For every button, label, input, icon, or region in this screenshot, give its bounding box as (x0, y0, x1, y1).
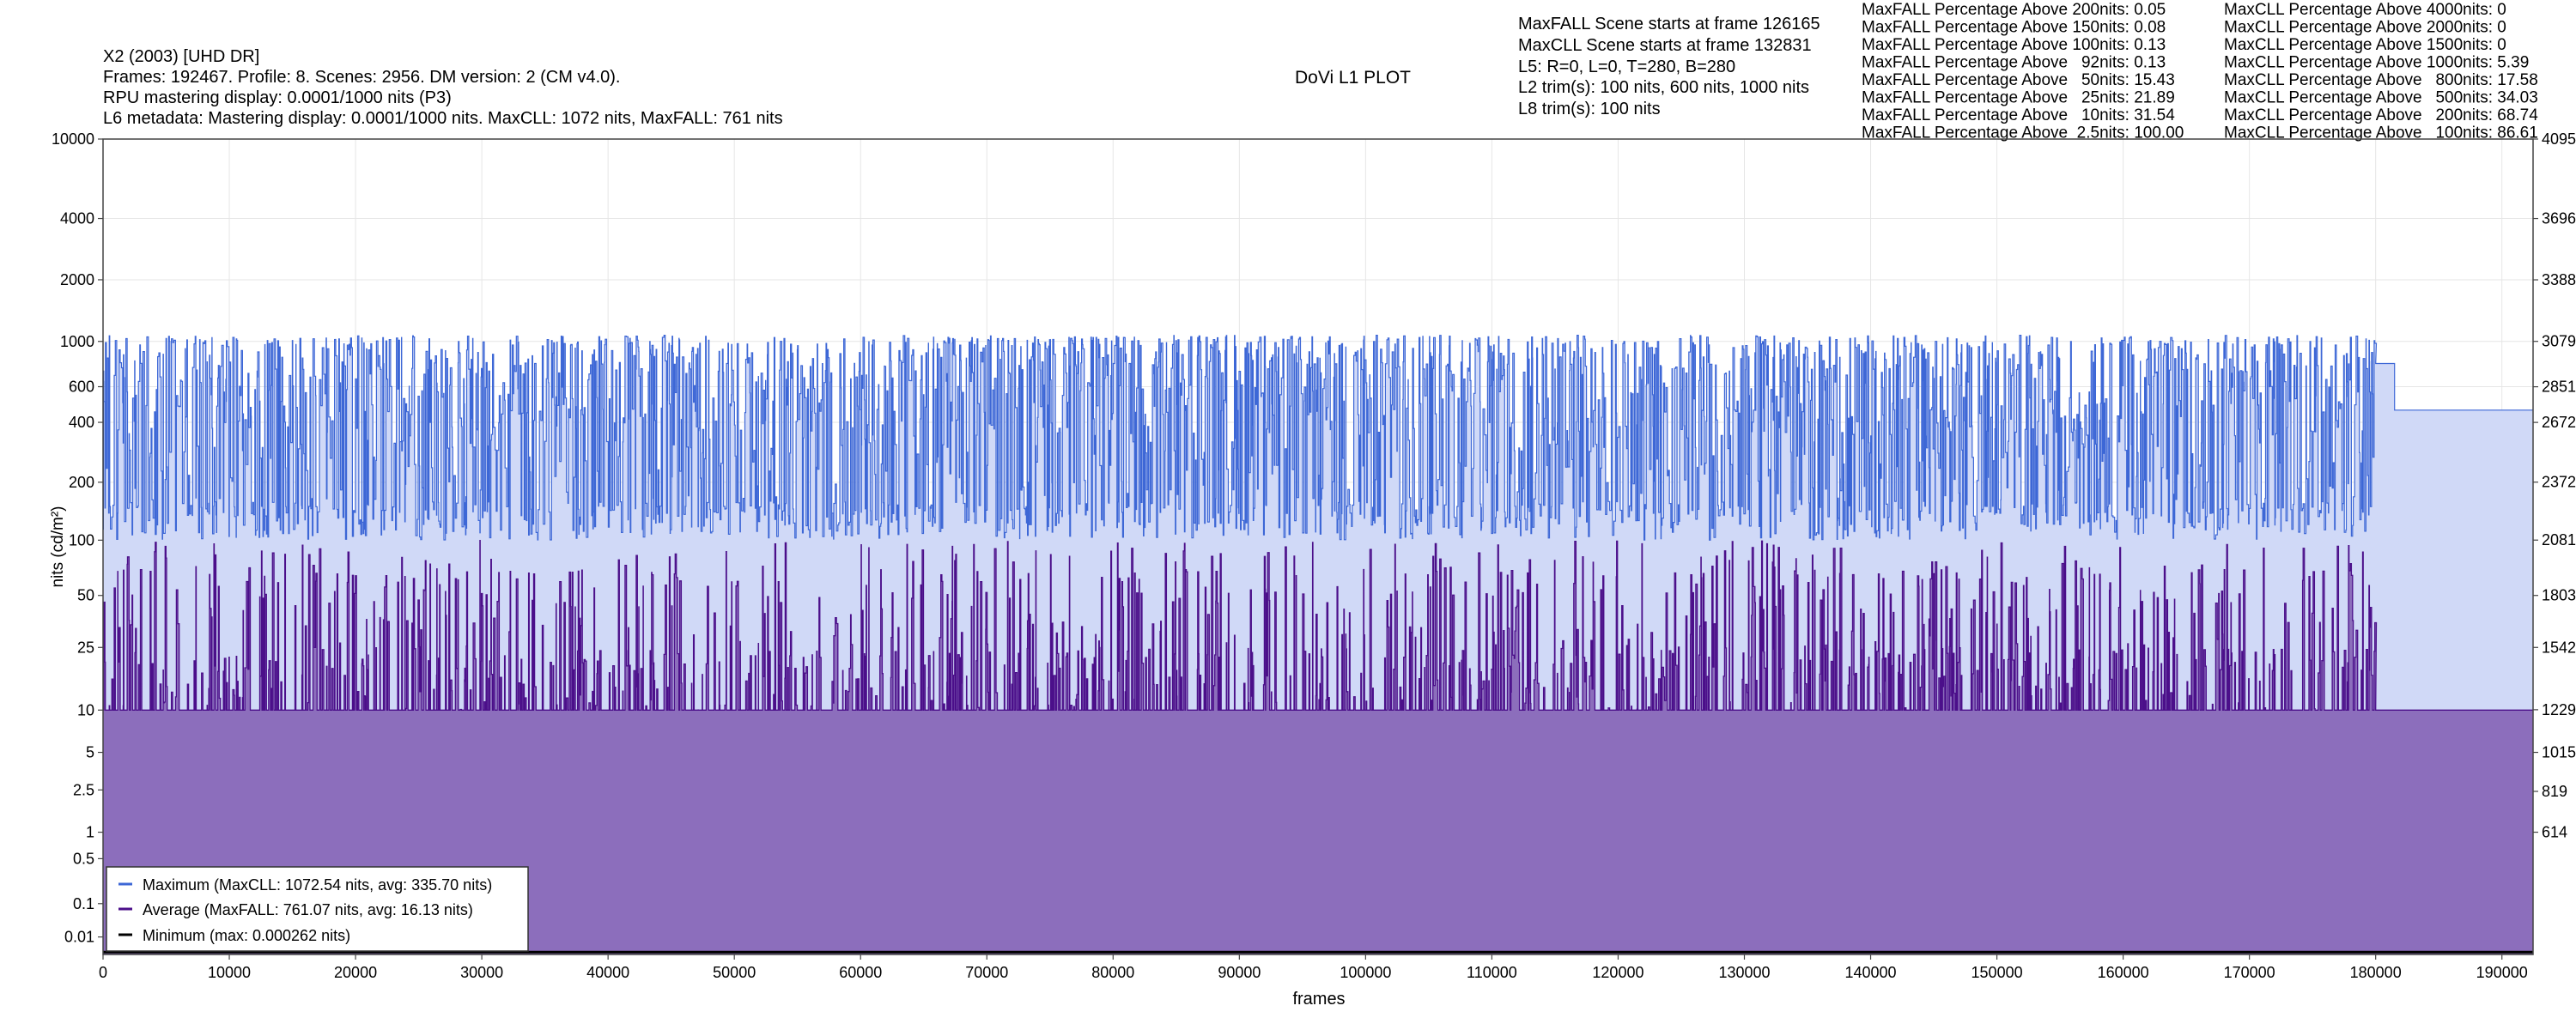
y-right-tick-label: 2851 (2542, 379, 2576, 396)
y-tick-label: 2.5 (73, 781, 94, 798)
y-tick-label: 100 (69, 531, 94, 548)
y-tick-label: 50 (77, 587, 94, 604)
x-tick-label: 110000 (1467, 964, 1517, 981)
y-right-tick-label: 2081 (2542, 531, 2576, 548)
legend: Maximum (MaxCLL: 1072.54 nits, avg: 335.… (106, 866, 529, 952)
x-tick-label: 150000 (1971, 964, 2023, 981)
y-right-tick-label: 2672 (2542, 414, 2576, 431)
maxcll-pct-line: MaxCLL Percentage Above 500nits: 34.03 (2224, 89, 2538, 107)
x-tick-label: 190000 (2476, 964, 2528, 981)
plot-title: DoVi L1 PLOT (1295, 68, 1411, 88)
y-right-tick-label: 819 (2542, 783, 2567, 800)
x-tick-label: 40000 (586, 964, 629, 981)
x-tick-label: 120000 (1592, 964, 1643, 981)
x-tick-label: 50000 (713, 964, 756, 981)
maxfall-pct-line: MaxFALL Percentage Above 25nits: 21.89 (1862, 89, 2175, 107)
y-axis-right: 4095 3696 3388 3079 2851 2672 2372 2081 1803 1542… (2533, 130, 2576, 841)
maxcll-pct-line: MaxCLL Percentage Above 4000nits: 0 (2224, 1, 2506, 19)
x-tick-label: 140000 (1844, 964, 1896, 981)
l2-trims-text: L2 trim(s): 100 nits, 600 nits, 1000 nit… (1518, 78, 1809, 97)
header-left-block: X2 (2003) [UHD DR] Frames: 192467. Profi… (103, 47, 783, 128)
y-tick-label: 10000 (52, 130, 94, 148)
maxfall-pct-line: MaxFALL Percentage Above 2.5nits: 100.00 (1862, 124, 2184, 142)
x-tick-label: 60000 (839, 964, 882, 981)
legend-label-maximum: Maximum (MaxCLL: 1072.54 nits, avg: 335.… (143, 876, 492, 894)
plot-frame (102, 138, 2534, 955)
l8-trims-text: L8 trim(s): 100 nits (1518, 100, 1661, 118)
maxcll-pct-line: MaxCLL Percentage Above 200nits: 68.74 (2224, 106, 2538, 124)
maxcll-scene-text: MaxCLL Scene starts at frame 132831 (1518, 36, 1812, 55)
maxfall-pct-line: MaxFALL Percentage Above 92nits: 0.13 (1862, 54, 2166, 72)
x-tick-label: 30000 (460, 964, 503, 981)
x-tick-label: 10000 (208, 964, 251, 981)
y-right-tick-label: 1015 (2542, 744, 2576, 761)
maxfall-pct-line: MaxFALL Percentage Above 50nits: 15.43 (1862, 71, 2175, 89)
maxcll-pct-line: MaxCLL Percentage Above 1000nits: 5.39 (2224, 54, 2529, 72)
y-tick-label: 1000 (60, 333, 94, 350)
y-tick-label: 200 (69, 474, 94, 491)
y-right-tick-label: 4095 (2542, 130, 2576, 148)
y-tick-label: 400 (69, 414, 94, 431)
x-tick-label: 180000 (2350, 964, 2402, 981)
x-axis: 0 10000 20000 30000 40000 50000 60000 70000 8000… (99, 954, 2528, 981)
y-tick-label: 600 (69, 379, 94, 396)
frames-info-text: Frames: 192467. Profile: 8. Scenes: 2956… (103, 68, 620, 87)
rpu-mastering-text: RPU mastering display: 0.0001/1000 nits … (103, 88, 452, 107)
maxcll-pct-line: MaxCLL Percentage Above 800nits: 17.58 (2224, 71, 2538, 89)
average-area (103, 540, 2533, 954)
x-tick-label: 0 (99, 964, 107, 981)
maxfall-pct-line: MaxFALL Percentage Above 150nits: 0.08 (1862, 19, 2166, 37)
legend-label-average: Average (MaxFALL: 761.07 nits, avg: 16.1… (143, 901, 473, 918)
x-tick-label: 20000 (334, 964, 377, 981)
x-tick-label: 130000 (1718, 964, 1770, 981)
maxfall-percentage-list: MaxFALL Percentage Above 200nits: 0.05Ma… (1862, 1, 2184, 142)
y-tick-label: 0.01 (64, 929, 94, 946)
title-text: X2 (2003) [UHD DR] (103, 47, 259, 66)
y-right-tick-label: 1229 (2542, 701, 2576, 718)
x-axis-label: frames (1292, 990, 1345, 1009)
y-right-tick-label: 3388 (2542, 271, 2576, 288)
x-tick-label: 80000 (1091, 964, 1134, 981)
maxfall-pct-line: MaxFALL Percentage Above 200nits: 0.05 (1862, 1, 2166, 19)
x-tick-label: 90000 (1218, 964, 1261, 981)
y-tick-label: 25 (77, 639, 94, 656)
y-axis-label: nits (cd/m²) (49, 506, 67, 588)
y-tick-label: 2000 (60, 271, 94, 288)
y-right-tick-label: 2372 (2542, 474, 2576, 491)
y-right-tick-label: 1542 (2542, 639, 2576, 656)
maxcll-pct-line: MaxCLL Percentage Above 1500nits: 0 (2224, 36, 2506, 54)
y-axis-left: 10000 4000 2000 1000 600 400 200 100 50 25 10 5 2.5 1… (52, 130, 103, 946)
header-mid-block: MaxFALL Scene starts at frame 126165 Max… (1518, 15, 1820, 118)
y-tick-label: 5 (86, 744, 94, 761)
average-series (103, 540, 2533, 954)
y-tick-label: 0.5 (73, 850, 94, 867)
x-tick-label: 160000 (2098, 964, 2149, 981)
legend-label-minimum: Minimum (max: 0.000262 nits) (143, 927, 350, 944)
y-right-tick-label: 3079 (2542, 333, 2576, 350)
maximum-line (103, 335, 2533, 541)
maxfall-pct-line: MaxFALL Percentage Above 10nits: 31.54 (1862, 106, 2175, 124)
maxcll-pct-line: MaxCLL Percentage Above 100nits: 86.61 (2224, 124, 2538, 142)
average-line (103, 540, 2533, 711)
x-tick-label: 70000 (965, 964, 1008, 981)
y-right-tick-label: 3696 (2542, 210, 2576, 227)
y-tick-label: 10 (77, 701, 94, 718)
x-tick-label: 100000 (1340, 964, 1391, 981)
l5-text: L5: R=0, L=0, T=280, B=280 (1518, 58, 1735, 76)
legend-box (106, 866, 529, 952)
y-tick-label: 4000 (60, 210, 94, 227)
maxfall-pct-line: MaxFALL Percentage Above 100nits: 0.13 (1862, 36, 2166, 54)
y-right-tick-label: 1803 (2542, 587, 2576, 604)
maxcll-pct-line: MaxCLL Percentage Above 2000nits: 0 (2224, 19, 2506, 37)
maxcll-percentage-list: MaxCLL Percentage Above 4000nits: 0MaxCL… (2224, 1, 2538, 142)
y-tick-label: 1 (86, 824, 94, 841)
y-right-tick-label: 614 (2542, 824, 2567, 841)
x-tick-label: 170000 (2224, 964, 2275, 981)
maxfall-scene-text: MaxFALL Scene starts at frame 126165 (1518, 15, 1820, 33)
l6-metadata-text: L6 metadata: Mastering display: 0.0001/1… (103, 109, 783, 128)
y-tick-label: 0.1 (73, 895, 94, 912)
